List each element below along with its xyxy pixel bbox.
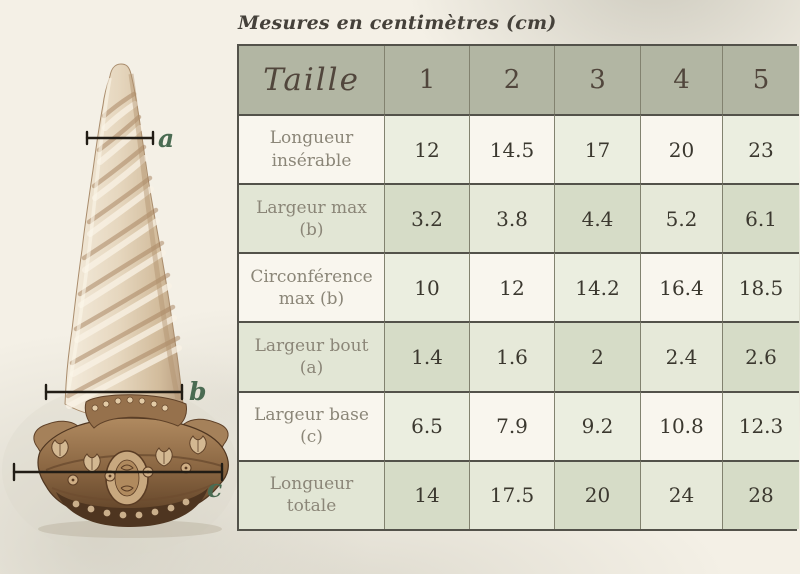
value-cell: 23 [722,114,799,184]
value-cell: 3.2 [384,183,469,253]
header-size-3: 3 [554,46,640,114]
header-size-4: 4 [640,46,722,114]
value-cell: 3.8 [469,183,554,253]
value-cell: 12.3 [722,390,799,460]
value-cell: 18.5 [722,252,799,322]
value-cell: 14 [384,459,469,529]
value-cell: 28 [722,459,799,529]
value-cell: 6.1 [722,183,799,253]
horn-twist-highlights [66,101,182,409]
value-cell: 17.5 [469,459,554,529]
value-cell: 9.2 [554,390,640,460]
value-cell: 14.2 [554,252,640,322]
value-cell: 10 [384,252,469,322]
value-cell: 16.4 [640,252,722,322]
annotation-a-label: a [158,124,174,153]
measure-line-b [44,383,184,401]
value-cell: 12 [384,114,469,184]
row-label-longueur-inserable: Longueur insérable [239,114,384,184]
size-table: Taille 1 2 3 4 5 Longueur insérable 12 1… [237,44,799,531]
value-cell: 20 [640,114,722,184]
value-cell: 7.9 [469,390,554,460]
horn-left-highlight [66,77,112,393]
value-cell: 2.4 [640,321,722,391]
row-label-longueur-totale: Longueur totale [239,459,384,529]
annotation-c-label: c [207,474,222,503]
value-cell: 20 [554,459,640,529]
measure-line-c [12,462,224,482]
header-taille-cell: Taille [239,46,384,114]
row-label-circonference-max: Circonférence max (b) [239,252,384,322]
header-size-1: 1 [384,46,469,114]
value-cell: 5.2 [640,183,722,253]
horn-right-shade [128,73,181,401]
annotation-b-label: b [189,377,206,406]
value-cell: 2 [554,321,640,391]
header-size-5: 5 [722,46,799,114]
value-cell: 14.5 [469,114,554,184]
value-cell: 6.5 [384,390,469,460]
value-cell: 17 [554,114,640,184]
horn-twist-shadows [65,91,181,399]
value-cell: 1.6 [469,321,554,391]
value-cell: 12 [469,252,554,322]
row-label-largeur-base: Largeur base (c) [239,390,384,460]
base-shadow [38,520,222,538]
row-label-largeur-max: Largeur max (b) [239,183,384,253]
horn-illustration: a b c [2,63,238,555]
value-cell: 10.8 [640,390,722,460]
row-label-largeur-bout: Largeur bout (a) [239,321,384,391]
value-cell: 2.6 [722,321,799,391]
measure-line-a [85,130,155,146]
page-title: Mesures en centimètres (cm) [238,12,557,34]
value-cell: 4.4 [554,183,640,253]
measurement-lines [12,130,224,482]
value-cell: 1.4 [384,321,469,391]
value-cell: 24 [640,459,722,529]
header-size-2: 2 [469,46,554,114]
ornate-base [33,394,229,538]
